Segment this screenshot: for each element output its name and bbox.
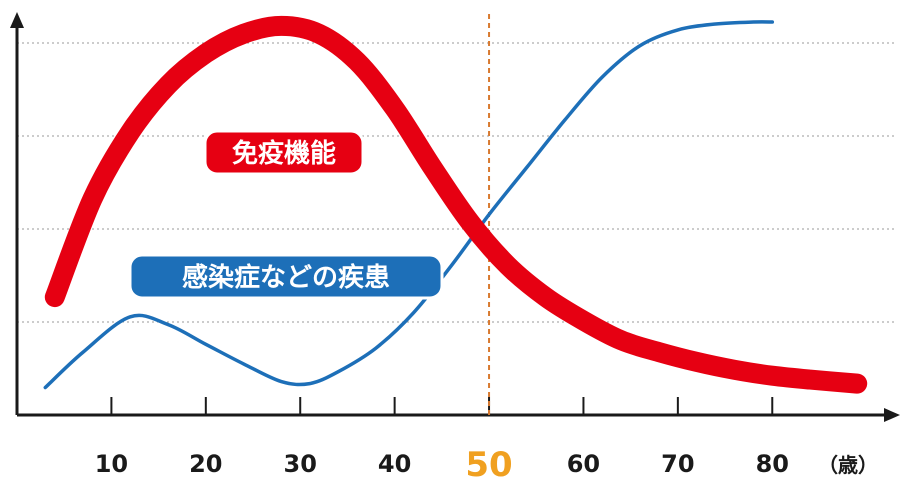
x-tick-labels: 10 20 30 40 50 60 70 80	[95, 445, 789, 479]
immune-function-label-bg	[203, 129, 365, 176]
immune-function-label-text: 免疫機能	[232, 138, 336, 169]
x-unit-label: （歳）	[818, 453, 878, 477]
axes	[10, 12, 900, 422]
y-axis-arrow	[10, 12, 24, 28]
infection-disease-label: 感染症などの疾患	[128, 253, 444, 300]
infection-disease-line	[43, 20, 775, 390]
x-ticks	[110, 397, 774, 415]
x-tick-label: 80	[756, 450, 789, 478]
x-tick-label: 20	[189, 450, 222, 478]
immune-function-label: 免疫機能	[203, 129, 365, 176]
x-axis-arrow	[884, 408, 900, 422]
x-tick-label: 40	[378, 450, 411, 478]
x-tick-label-highlight: 50	[465, 445, 512, 479]
x-tick-label: 60	[567, 450, 600, 478]
x-tick-label: 70	[661, 450, 694, 478]
immune-function-line	[44, 15, 868, 394]
series-layer	[43, 15, 868, 394]
infection-disease-label-bg	[128, 253, 444, 300]
x-tick-label: 10	[95, 450, 128, 478]
infection-disease-label-text: 感染症などの疾患	[182, 262, 390, 293]
x-tick-label: 30	[284, 450, 317, 478]
